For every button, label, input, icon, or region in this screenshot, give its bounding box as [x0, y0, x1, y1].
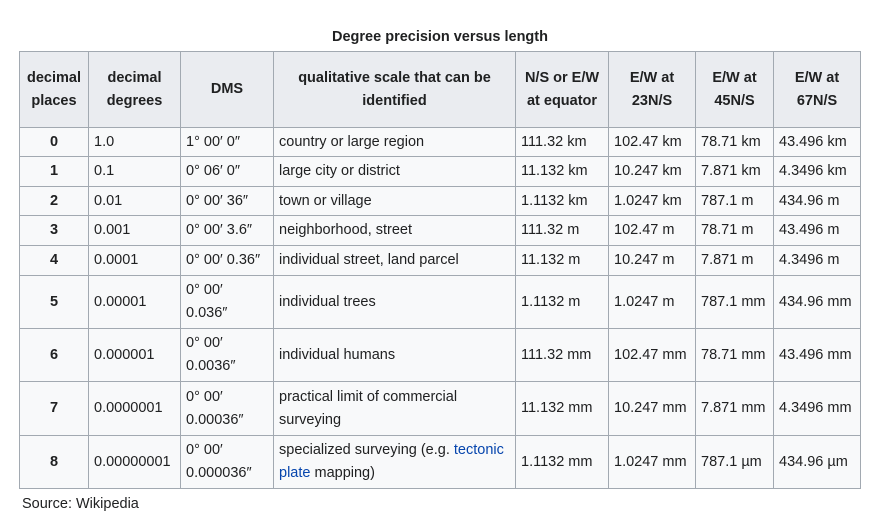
table-cell: 1 — [19, 156, 89, 187]
table-cell: 10.247 m — [608, 245, 696, 276]
table-cell: 4.3496 m — [773, 245, 861, 276]
table-cell: 787.1 m — [695, 186, 774, 216]
table-row: 2 0.01 0° 00′ 36″ town or village 1.1132 km 1… — [19, 186, 861, 216]
table-row: 1 0.1 0° 06′ 0″ large city or district 11.13… — [19, 156, 861, 187]
table-cell: 0.01 — [88, 186, 181, 216]
source-note: Source: Wikipedia — [22, 496, 139, 512]
table-cell: 0° 00′ 0.36″ — [180, 245, 274, 276]
table-cell: 3 — [19, 215, 89, 246]
table-cell: 0.00000001 — [88, 435, 181, 489]
table-cell: 6 — [19, 328, 89, 382]
table-cell: 0.001 — [88, 215, 181, 246]
table-cell: 5 — [19, 275, 89, 329]
column-header: N/S or E/W at equator — [515, 51, 609, 128]
column-header: E/W at 67N/S — [773, 51, 861, 128]
table-row: 6 0.000001 0° 00′ 0.0036″ individual humans… — [19, 328, 861, 382]
table-cell: 0° 00′ 36″ — [180, 186, 274, 216]
table-row: 8 0.00000001 0° 00′ 0.000036″ specialized s… — [19, 435, 861, 489]
table-title: Degree precision versus length — [332, 29, 548, 45]
table-cell: 0° 00′ 0.00036″ — [180, 381, 274, 436]
table-cell: 0.1 — [88, 156, 181, 187]
table-row: 5 0.00001 0° 00′ 0.036″ individual trees 1.1… — [19, 275, 861, 329]
table-cell: 0.0000001 — [88, 381, 181, 436]
table-cell: 11.132 km — [515, 156, 609, 187]
table-cell: 4 — [19, 245, 89, 276]
table-cell: 0° 00′ 3.6″ — [180, 215, 274, 246]
table-cell: country or large region — [273, 127, 516, 157]
table-cell: 102.47 km — [608, 127, 696, 157]
table-cell: 102.47 mm — [608, 328, 696, 382]
table-cell: 1.0 — [88, 127, 181, 157]
table-row: 0 1.0 1° 00′ 0″ country or large region 111.… — [19, 127, 861, 157]
table-row: 4 0.0001 0° 00′ 0.36″ individual street, la… — [19, 245, 861, 276]
table-cell: 78.71 km — [695, 127, 774, 157]
table-cell: large city or district — [273, 156, 516, 187]
header-row: decimal places decimal degrees DMS qualitat… — [19, 51, 861, 128]
table-cell: 1° 00′ 0″ — [180, 127, 274, 157]
table-cell: 0.00001 — [88, 275, 181, 329]
table-cell: 7.871 m — [695, 245, 774, 276]
table-cell: neighborhood, street — [273, 215, 516, 246]
column-header: DMS — [180, 51, 274, 128]
table-cell: 1.0247 km — [608, 186, 696, 216]
table-cell: 43.496 m — [773, 215, 861, 246]
table-cell: 1.0247 mm — [608, 435, 696, 489]
table-cell: individual humans — [273, 328, 516, 382]
table-cell: 0.0001 — [88, 245, 181, 276]
column-header: decimal degrees — [88, 51, 181, 128]
table-cell: individual street, land parcel — [273, 245, 516, 276]
column-header: qualitative scale that can be identified — [273, 51, 516, 128]
table-cell: 11.132 mm — [515, 381, 609, 436]
table-cell: 0° 00′ 0.000036″ — [180, 435, 274, 489]
table-cell: 0° 00′ 0.036″ — [180, 275, 274, 329]
table-cell: 102.47 m — [608, 215, 696, 246]
table-cell: individual trees — [273, 275, 516, 329]
table-cell: 7.871 km — [695, 156, 774, 187]
table-cell: 1.1132 km — [515, 186, 609, 216]
table-cell: 434.96 µm — [773, 435, 861, 489]
table-cell: 7.871 mm — [695, 381, 774, 436]
table-cell: 111.32 m — [515, 215, 609, 246]
table-cell: practical limit of commercial surveying — [273, 381, 516, 436]
table-cell: 111.32 mm — [515, 328, 609, 382]
cell-text: mapping) — [314, 465, 375, 481]
table-cell: town or village — [273, 186, 516, 216]
column-header: E/W at 45N/S — [695, 51, 774, 128]
table-cell: 0° 00′ 0.0036″ — [180, 328, 274, 382]
table-cell: 7 — [19, 381, 89, 436]
table-cell: 1.1132 mm — [515, 435, 609, 489]
table-cell: 0.000001 — [88, 328, 181, 382]
table-cell: 10.247 km — [608, 156, 696, 187]
table-cell: 787.1 mm — [695, 275, 774, 329]
table-cell: 11.132 m — [515, 245, 609, 276]
table-cell: 43.496 mm — [773, 328, 861, 382]
table-cell: 1.1132 m — [515, 275, 609, 329]
table-cell: specialized surveying (e.g. tectonic pla… — [273, 435, 516, 489]
wiki-link[interactable]: tectonic plate — [279, 442, 504, 481]
table-cell: 78.71 mm — [695, 328, 774, 382]
table-row: 3 0.001 0° 00′ 3.6″ neighborhood, street 111… — [19, 215, 861, 246]
table-cell: 43.496 km — [773, 127, 861, 157]
table-cell: 4.3496 km — [773, 156, 861, 187]
table-cell: 8 — [19, 435, 89, 489]
table-cell: 1.0247 m — [608, 275, 696, 329]
cell-text: specialized surveying (e.g. — [279, 442, 450, 458]
table-cell: 2 — [19, 186, 89, 216]
table-cell: 10.247 mm — [608, 381, 696, 436]
column-header: decimal places — [19, 51, 89, 128]
column-header: E/W at 23N/S — [608, 51, 696, 128]
table-cell: 111.32 km — [515, 127, 609, 157]
table-cell: 4.3496 mm — [773, 381, 861, 436]
table-cell: 434.96 m — [773, 186, 861, 216]
table-cell: 0 — [19, 127, 89, 157]
table-row: 7 0.0000001 0° 00′ 0.00036″ practical limit… — [19, 381, 861, 436]
table-cell: 787.1 µm — [695, 435, 774, 489]
table-cell: 434.96 mm — [773, 275, 861, 329]
table-cell: 78.71 m — [695, 215, 774, 246]
table-cell: 0° 06′ 0″ — [180, 156, 274, 187]
precision-table: decimal places decimal degrees DMS qualitat… — [19, 51, 861, 489]
